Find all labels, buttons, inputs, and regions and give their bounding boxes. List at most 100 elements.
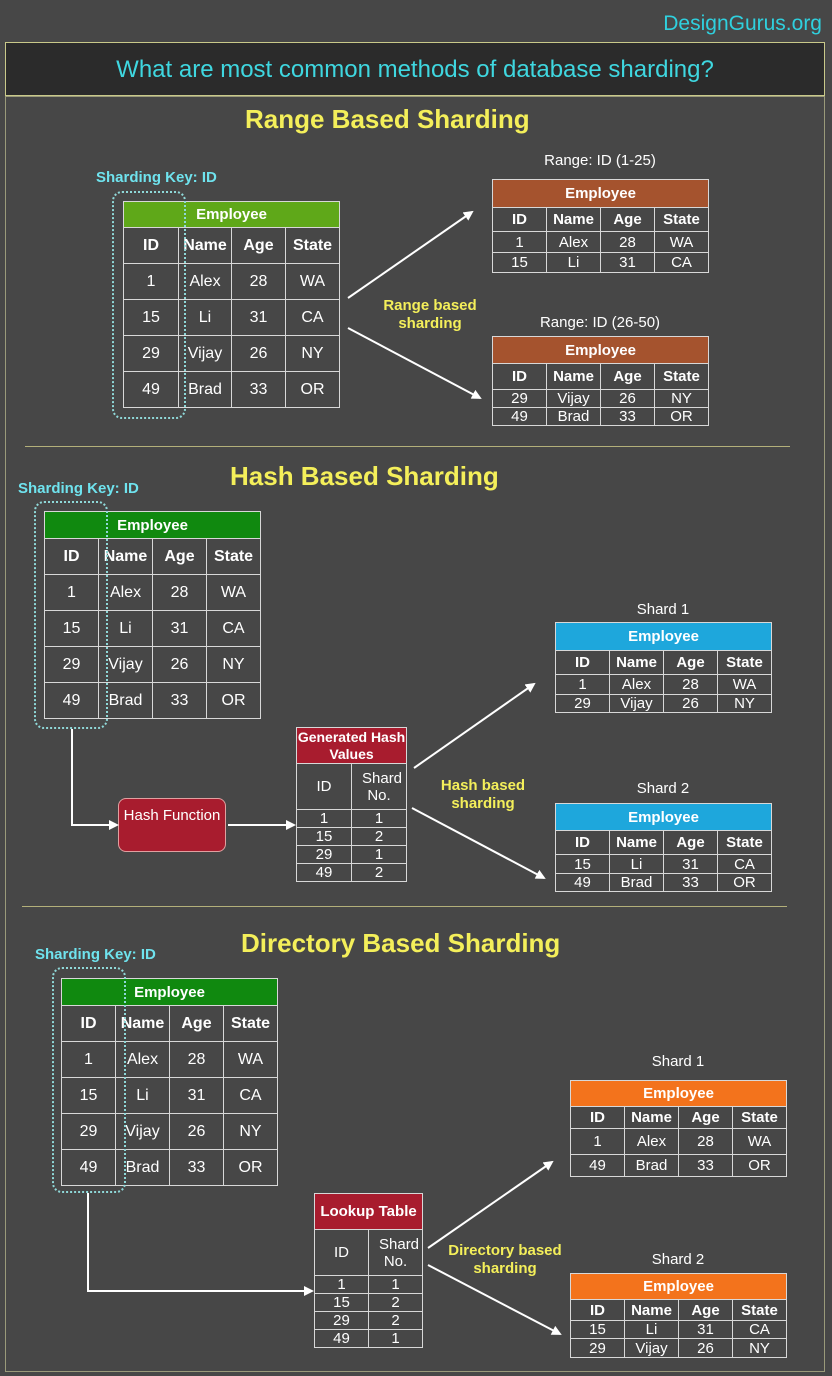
table-cell: NY [717, 694, 772, 713]
column-header: State [285, 227, 340, 264]
table-cell: WA [717, 674, 772, 695]
table-cell: 28 [152, 574, 207, 611]
table-row: 49 Brad 33 OR [570, 1154, 787, 1177]
arrow-icon [71, 729, 119, 830]
table-title: Employee [555, 622, 772, 651]
column-header: ID [61, 1005, 116, 1042]
table-cell: 49 [314, 1329, 369, 1348]
table-cell: CA [206, 610, 261, 647]
table-cell: OR [717, 873, 772, 892]
hash-sharding-key-highlight [34, 501, 108, 729]
arrow-icon [427, 1160, 554, 1249]
table-cell: 28 [169, 1041, 224, 1078]
table-cell: CA [223, 1077, 278, 1114]
table-cell: NY [654, 389, 709, 408]
hash-shard2-table: Employee ID Name Age State 15 Li 31 CA 4… [555, 803, 772, 892]
table-cell: 26 [231, 335, 286, 372]
table-row: 29 Vijay 26 NY [123, 335, 340, 372]
table-cell: 29 [44, 646, 99, 683]
table-cell: OR [285, 371, 340, 408]
table-cell: 1 [61, 1041, 116, 1078]
table-title: Employee [61, 978, 278, 1006]
table-row: 1 Alex 28 WA [123, 263, 340, 300]
column-header: Age [600, 363, 655, 390]
section-divider [25, 446, 790, 447]
table-row: 29 1 [296, 845, 408, 864]
table-cell: 49 [492, 407, 547, 426]
directory-shard1-table: Employee ID Name Age State 1 Alex 28 WA … [570, 1080, 787, 1177]
table-row: 49 2 [296, 863, 408, 882]
title-banner: What are most common methods of database… [5, 42, 825, 96]
column-header: Age [663, 650, 718, 675]
arrow-icon [347, 327, 482, 399]
directory-sharding-key-label: Sharding Key: ID [35, 946, 156, 963]
table-cell: Vijay [546, 389, 601, 408]
table-cell: WA [206, 574, 261, 611]
arrow-icon [413, 682, 536, 769]
hash-section-title: Hash Based Sharding [230, 461, 499, 491]
table-row: 49 Brad 33 OR [555, 873, 772, 892]
column-header: State [654, 207, 709, 232]
range-shard1-label: Range: ID (1-25) [544, 152, 656, 169]
table-cell: 33 [231, 371, 286, 408]
table-cell: 1 [367, 1329, 424, 1348]
table-cell: CA [732, 1320, 787, 1339]
hash-shard1-table: Employee ID Name Age State 1 Alex 28 WA … [555, 622, 772, 713]
table-row: 15 Li 31 CA [570, 1320, 787, 1339]
directory-shard2-table: Employee ID Name Age State 15 Li 31 CA 2… [570, 1273, 787, 1358]
table-cell: OR [206, 682, 261, 719]
table-cell: 28 [663, 674, 718, 695]
column-header: Shard No. [350, 763, 408, 810]
table-cell: 31 [169, 1077, 224, 1114]
column-header: ID [44, 538, 99, 575]
table-cell: CA [285, 299, 340, 336]
table-title: Employee [123, 201, 340, 228]
table-cell: WA [285, 263, 340, 300]
column-header: Age [678, 1106, 733, 1129]
table-title: Employee [570, 1273, 787, 1300]
lookup-table: Lookup Table ID Shard No. 1 1 15 2 29 2 … [313, 1193, 424, 1348]
directory-sharding-key-highlight [52, 967, 126, 1193]
table-cell: OR [223, 1149, 278, 1186]
brand-logo-text: DesignGurus.org [663, 12, 822, 35]
table-title: Generated Hash Values [295, 727, 408, 764]
table-cell: 26 [152, 646, 207, 683]
range-section-title: Range Based Sharding [245, 104, 530, 134]
table-row: 15 2 [314, 1293, 424, 1312]
table-row: 1 Alex 28 WA [44, 574, 261, 611]
table-title: Employee [492, 336, 709, 364]
hash-sharding-caption: Hash based sharding [440, 777, 526, 812]
column-header: Age [152, 538, 207, 575]
directory-shard1-label: Shard 1 [651, 1053, 705, 1070]
table-cell: 49 [296, 863, 352, 882]
table-row: 15 Li 31 CA [492, 252, 709, 273]
table-cell: OR [732, 1154, 787, 1177]
table-cell: OR [654, 407, 709, 426]
table-row: 1 Alex 28 WA [61, 1041, 278, 1078]
table-cell: Vijay [178, 335, 232, 372]
content-frame [5, 96, 825, 1372]
table-cell: 26 [663, 694, 718, 713]
column-header: State [732, 1106, 787, 1129]
table-row: 1 Alex 28 WA [555, 674, 772, 695]
table-row: 29 Vijay 26 NY [44, 646, 261, 683]
column-header: Age [678, 1299, 733, 1321]
column-header: Name [624, 1299, 679, 1321]
column-header: Age [169, 1005, 224, 1042]
column-header: State [717, 830, 772, 855]
table-row: 15 Li 31 CA [44, 610, 261, 647]
table-cell: 28 [678, 1128, 733, 1155]
hash-shard1-label: Shard 1 [636, 601, 690, 618]
table-cell: Li [546, 252, 601, 273]
section-divider [22, 906, 787, 907]
hash-sharding-key-label: Sharding Key: ID [18, 480, 139, 497]
table-row: 49 Brad 33 OR [492, 407, 709, 426]
table-cell: Alex [546, 231, 601, 253]
arrow-icon [87, 1193, 314, 1296]
table-cell: 26 [600, 389, 655, 408]
table-cell: WA [732, 1128, 787, 1155]
column-header: ID [570, 1299, 625, 1321]
table-row: 15 Li 31 CA [61, 1077, 278, 1114]
table-cell: NY [206, 646, 261, 683]
table-title: Employee [570, 1080, 787, 1107]
